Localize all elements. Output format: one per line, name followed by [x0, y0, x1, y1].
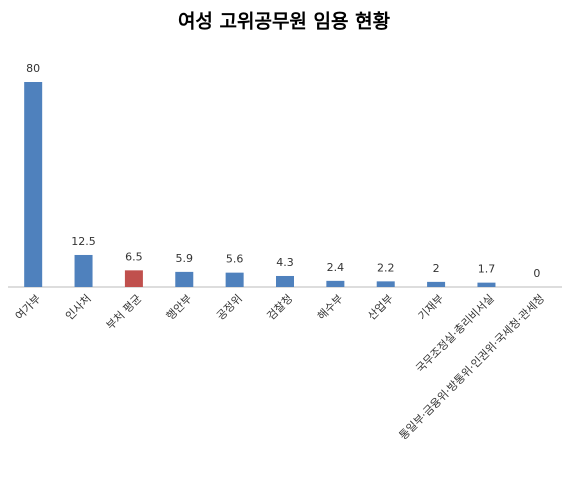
data-label: 12.5 [71, 235, 96, 248]
x-tick-label: 여가부 [13, 292, 44, 323]
data-label: 6.5 [125, 250, 143, 263]
bar [24, 82, 43, 287]
data-label: 5.9 [176, 252, 194, 265]
bar [427, 281, 446, 287]
bar [74, 254, 93, 287]
data-label: 0 [533, 267, 540, 280]
data-label: 5.6 [226, 253, 244, 266]
x-tick-label: 기재부 [416, 292, 447, 323]
x-tick-label: 해수부 [314, 291, 345, 322]
bar [326, 280, 345, 287]
x-tick-label: 인사처 [63, 292, 94, 323]
data-label: 1.7 [478, 263, 496, 276]
bar [477, 282, 496, 287]
x-tick-label: 부처 평균 [104, 292, 144, 332]
data-label: 2.4 [327, 261, 345, 274]
data-label: 4.3 [276, 256, 294, 269]
data-label: 80 [26, 62, 40, 75]
x-tick-label: 행안부 [164, 292, 195, 323]
bar [376, 281, 395, 287]
bar [175, 271, 194, 287]
chart-title: 여성 고위공무원 임용 현황 [178, 10, 391, 33]
bar [225, 272, 244, 287]
data-label: 2.2 [377, 261, 395, 274]
x-tick-label: 공정위 [214, 292, 245, 323]
data-label: 2 [433, 262, 440, 275]
x-tick-label: 산업부 [365, 292, 396, 323]
bar [124, 270, 143, 287]
x-tick-label: 검찰청 [265, 292, 296, 323]
bar [276, 275, 294, 287]
